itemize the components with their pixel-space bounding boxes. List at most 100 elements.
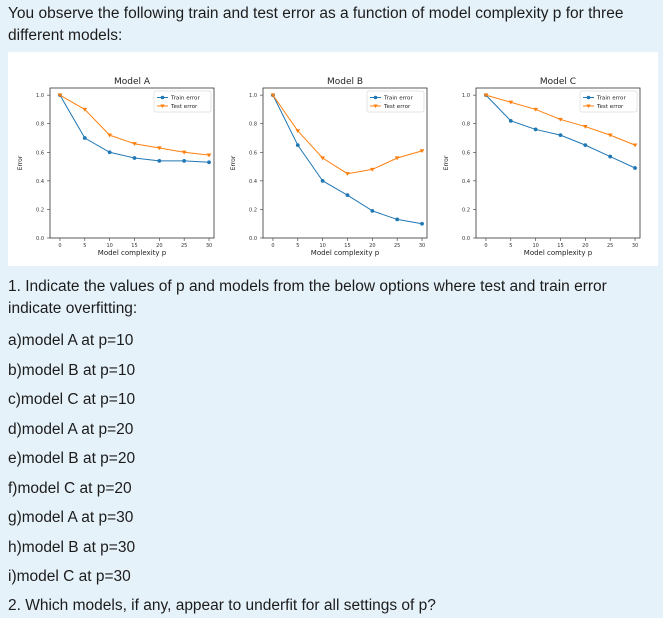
intro-text: You observe the following train and test… (8, 5, 624, 44)
test-point (156, 146, 162, 151)
legend-box (579, 90, 638, 113)
legend-marker (160, 104, 165, 108)
train-point (207, 160, 211, 165)
x-tick-label: 30 (419, 243, 425, 249)
test-point (369, 167, 375, 172)
chart-panel-3: Model C 0.0 0.2 0.4 0.6 0.8 1.0 0 5 10 15 20 25 30 Mod… (443, 77, 641, 257)
y-axis-label: Error (230, 155, 237, 170)
train-point (320, 178, 325, 183)
option-a: a)model A at p=10 (8, 332, 134, 349)
y-tick-label: 0.8 (462, 122, 470, 128)
train-point (633, 166, 637, 170)
x-tick-label: 10 (106, 243, 112, 249)
x-tick-label: 15 (557, 243, 563, 249)
train-point (558, 133, 563, 138)
y-tick-label: 0.2 (36, 207, 44, 213)
x-tick-label: 10 (319, 243, 325, 249)
test-point (632, 143, 638, 148)
legend-label: Train error (170, 96, 200, 102)
test-point (82, 107, 88, 112)
x-tick-label: 25 (181, 243, 187, 249)
test-point (582, 124, 588, 129)
train-point (583, 143, 588, 148)
train-point (295, 143, 300, 148)
plot-frame (262, 87, 428, 239)
questions-section: 1. Indicate the values of p and models f… (8, 276, 653, 618)
test-point (320, 156, 326, 161)
y-tick-label: 1.0 (462, 93, 470, 99)
option-f: f)model C at p=20 (8, 479, 132, 497)
y-tick-label: 0.6 (462, 150, 470, 156)
test-point (57, 93, 63, 98)
test-point (270, 93, 276, 98)
legend-marker (160, 95, 165, 100)
train-point (533, 127, 538, 132)
option-d: d)model A at p=20 (8, 420, 134, 438)
y-tick-label: 1.0 (249, 93, 257, 99)
train-point (395, 217, 400, 222)
question-1: 1. Indicate the values of p and models f… (8, 278, 607, 317)
y-tick-label: 0.0 (36, 236, 44, 242)
legend-box (366, 90, 425, 113)
question-2: 2. Which models, if any, appear to under… (8, 596, 436, 614)
x-tick-label: 10 (532, 243, 538, 249)
y-tick-label: 0.2 (462, 207, 470, 213)
legend-label: Train error (596, 96, 626, 102)
train-point (345, 193, 350, 198)
x-tick-label: 0 (484, 243, 487, 249)
test-point (508, 100, 514, 105)
train-point (107, 150, 112, 155)
train-point (132, 156, 137, 160)
y-tick-label: 1.0 (36, 93, 44, 99)
x-axis-label: Model complexity p (98, 249, 167, 257)
chart-panel-2: Model B 0.0 0.2 0.4 0.6 0.8 1.0 0 5 10 15 20 25 30 Mod… (230, 77, 428, 257)
y-tick-label: 0.0 (462, 236, 470, 242)
chart-title: Model B (327, 77, 363, 87)
x-tick-label: 30 (206, 243, 212, 249)
y-tick-label: 0.2 (249, 207, 257, 213)
y-tick-label: 0.8 (36, 122, 44, 128)
chart-title: Model C (540, 77, 576, 87)
option-g: g)model A at p=30 (8, 509, 134, 526)
x-tick-label: 30 (632, 243, 638, 249)
option-h: h)model B at p=30 (8, 538, 136, 556)
chart-panel-1: Model A 0.0 0.2 0.4 0.6 0.8 1.0 0 5 10 15 20 25 30 Mod… (17, 77, 215, 257)
test-point (295, 129, 301, 134)
option-c: c)model C at p=10 (8, 391, 136, 408)
x-tick-label: 20 (369, 243, 375, 249)
legend-marker (373, 95, 378, 100)
y-tick-label: 0.6 (249, 150, 257, 156)
test-point (607, 133, 613, 138)
test-point (394, 156, 400, 161)
legend-box (153, 90, 212, 113)
test-point (483, 93, 489, 98)
x-axis-label: Model complexity p (311, 249, 380, 257)
x-tick-label: 0 (58, 243, 61, 249)
train-point (608, 154, 613, 159)
test-point (345, 172, 350, 176)
answer-options: a)model A at p=10 b)model B at p=10 c)mo… (8, 326, 653, 592)
train-point (82, 136, 87, 140)
x-tick-label: 5 (509, 243, 512, 249)
y-tick-label: 0.8 (249, 122, 257, 128)
y-tick-label: 0.0 (249, 236, 257, 242)
legend-marker (373, 104, 378, 108)
x-tick-label: 5 (83, 243, 86, 249)
train-point (157, 158, 162, 163)
test-point (181, 150, 187, 155)
x-tick-label: 20 (156, 243, 162, 249)
train-point (420, 221, 424, 226)
plot-frame (49, 87, 215, 239)
x-tick-label: 25 (394, 243, 400, 249)
error-charts-figure: Model A 0.0 0.2 0.4 0.6 0.8 1.0 0 5 10 15 20 25 30 Mod… (8, 52, 658, 266)
legend-label: Test error (383, 104, 411, 110)
train-point (182, 158, 187, 163)
option-e: e)model B at p=20 (8, 450, 136, 467)
test-point (107, 133, 113, 138)
x-tick-label: 0 (271, 243, 274, 249)
test-point (206, 153, 212, 158)
train-point (370, 208, 375, 213)
option-b: b)model B at p=10 (8, 361, 136, 379)
charts-canvas: Model A0.00.20.40.60.81.00 5 10 15 20 25 30Mod… (17, 77, 641, 257)
x-tick-label: 5 (296, 243, 299, 249)
